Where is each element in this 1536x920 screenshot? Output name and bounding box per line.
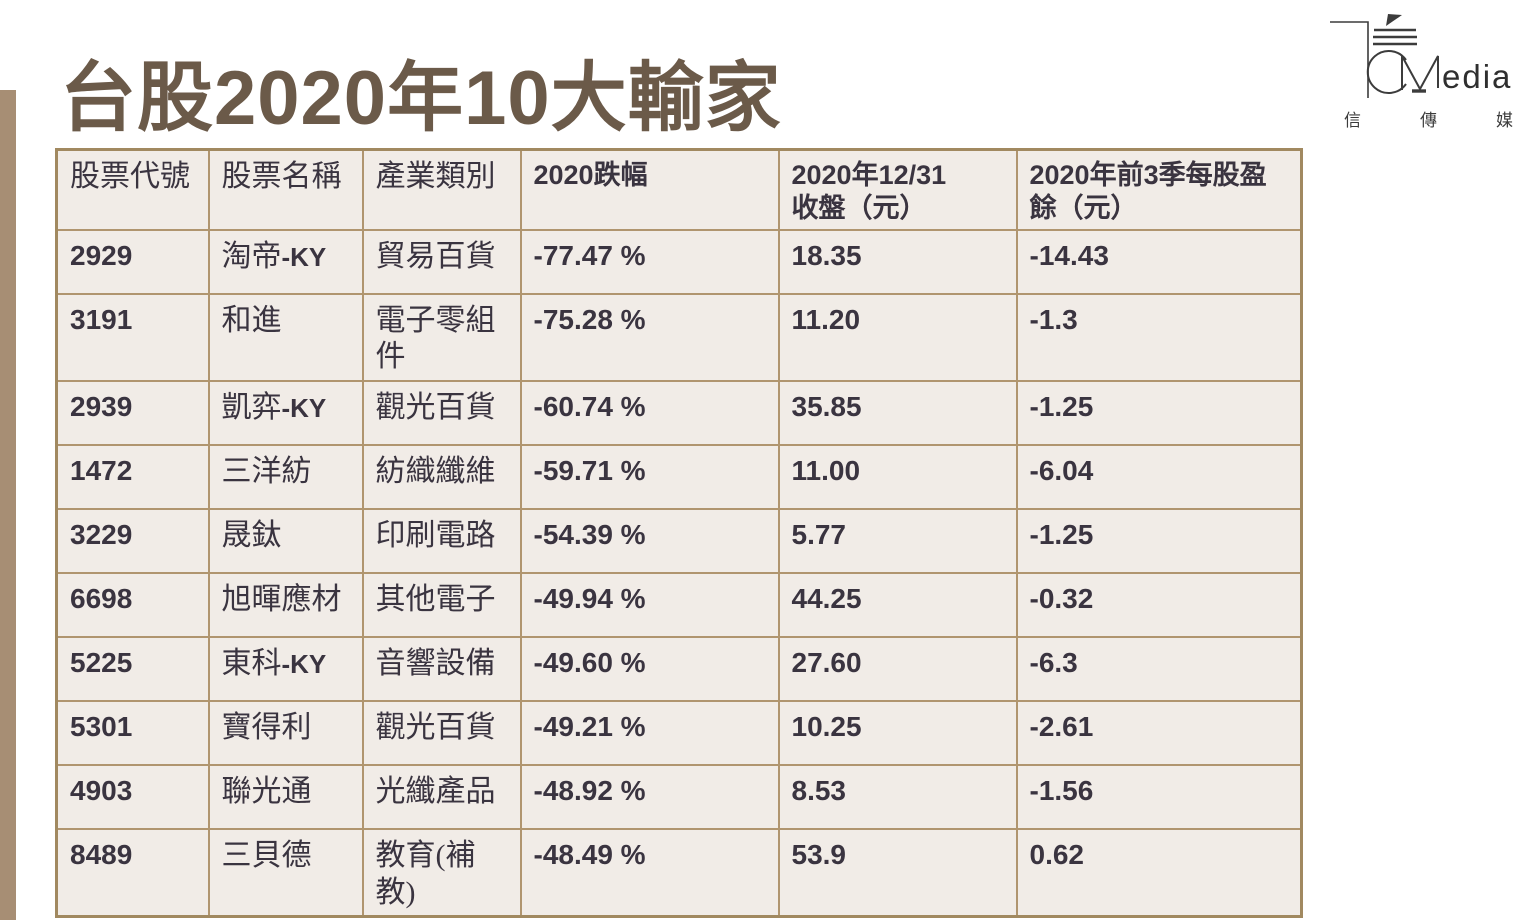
cell-close: 11.00 <box>777 444 1018 511</box>
cell-industry: 觀光百貨 <box>361 380 522 447</box>
cell-industry: 光纖產品 <box>361 764 522 831</box>
cell-close: 27.60 <box>777 636 1018 703</box>
cell-close: 53.9 <box>777 828 1018 918</box>
losers-table: 股票代號 股票名稱 產業類別 2020跌幅 2020年12/31 收盤（元） 2020年前… <box>55 148 1303 919</box>
table-row: 2939 凱弈-KY 觀光百貨 -60.74 % 35.85 -1.25 <box>55 380 1303 447</box>
cell-close: 35.85 <box>777 380 1018 447</box>
cell-code: 2929 <box>55 228 210 295</box>
cell-eps: -6.04 <box>1015 444 1303 511</box>
header-row: 股票代號 股票名稱 產業類別 2020跌幅 2020年12/31 收盤（元） 2020年前… <box>55 148 1303 231</box>
logo-media-text: edia <box>1442 58 1512 95</box>
cell-name: 東科-KY <box>207 636 364 703</box>
cell-eps: -1.3 <box>1015 292 1303 383</box>
cell-industry: 紡織纖維 <box>361 444 522 511</box>
cell-eps: 0.62 <box>1015 828 1303 918</box>
logo-flag <box>1386 14 1402 26</box>
cell-eps: -2.61 <box>1015 700 1303 767</box>
cell-drop: -77.47 % <box>519 228 780 295</box>
slide-accent-bar <box>0 90 16 920</box>
table-row: 4903 聯光通 光纖產品 -48.92 % 8.53 -1.56 <box>55 764 1303 831</box>
cell-eps: -14.43 <box>1015 228 1303 295</box>
cell-close: 11.20 <box>777 292 1018 383</box>
cell-name: 凱弈-KY <box>207 380 364 447</box>
table-row: 1472 三洋紡 紡織纖維 -59.71 % 11.00 -6.04 <box>55 444 1303 511</box>
column-header: 股票名稱 <box>207 148 364 231</box>
cell-drop: -48.49 % <box>519 828 780 918</box>
cell-name: 晟鈦 <box>207 508 364 575</box>
cell-code: 1472 <box>55 444 210 511</box>
cell-name: 三貝德 <box>207 828 364 918</box>
cell-industry: 貿易百貨 <box>361 228 522 295</box>
table-row: 6698 旭暉應材 其他電子 -49.94 % 44.25 -0.32 <box>55 572 1303 639</box>
cell-drop: -48.92 % <box>519 764 780 831</box>
cell-industry: 印刷電路 <box>361 508 522 575</box>
cell-drop: -54.39 % <box>519 508 780 575</box>
cell-close: 10.25 <box>777 700 1018 767</box>
logo-bracket <box>1330 21 1369 98</box>
cell-name: 旭暉應材 <box>207 572 364 639</box>
cell-drop: -75.28 % <box>519 292 780 383</box>
cell-code: 6698 <box>55 572 210 639</box>
column-header: 2020跌幅 <box>519 148 780 231</box>
cmedia-logo: edia 信傳媒 <box>1330 14 1532 130</box>
cell-drop: -49.21 % <box>519 700 780 767</box>
cell-drop: -49.60 % <box>519 636 780 703</box>
cell-industry: 教育(補教) <box>361 828 522 918</box>
cell-eps: -1.25 <box>1015 380 1303 447</box>
cell-code: 8489 <box>55 828 210 918</box>
table-row: 3191 和進 電子零組件 -75.28 % 11.20 -1.3 <box>55 292 1303 383</box>
page-title: 台股2020年10大輸家 <box>60 55 782 141</box>
cell-eps: -1.25 <box>1015 508 1303 575</box>
cell-close: 44.25 <box>777 572 1018 639</box>
cell-eps: -6.3 <box>1015 636 1303 703</box>
column-header: 產業類別 <box>361 148 522 231</box>
cell-code: 3191 <box>55 292 210 383</box>
cell-name: 三洋紡 <box>207 444 364 511</box>
cell-industry: 觀光百貨 <box>361 700 522 767</box>
cell-industry: 電子零組件 <box>361 292 522 383</box>
cell-eps: -1.56 <box>1015 764 1303 831</box>
cell-close: 18.35 <box>777 228 1018 295</box>
column-header: 2020年12/31 收盤（元） <box>777 148 1018 231</box>
cell-name: 淘帝-KY <box>207 228 364 295</box>
table-row: 2929 淘帝-KY 貿易百貨 -77.47 % 18.35 -14.43 <box>55 228 1303 295</box>
cell-drop: -60.74 % <box>519 380 780 447</box>
logo-m <box>1401 55 1439 92</box>
cell-eps: -0.32 <box>1015 572 1303 639</box>
cell-code: 5225 <box>55 636 210 703</box>
table-row: 3229 晟鈦 印刷電路 -54.39 % 5.77 -1.25 <box>55 508 1303 575</box>
table-row: 5225 東科-KY 音響設備 -49.60 % 27.60 -6.3 <box>55 636 1303 703</box>
cell-code: 5301 <box>55 700 210 767</box>
cell-name: 寶得利 <box>207 700 364 767</box>
cell-drop: -49.94 % <box>519 572 780 639</box>
table-body: 2929 淘帝-KY 貿易百貨 -77.47 % 18.35 -14.43 3191 和進 電子… <box>55 228 1303 918</box>
cell-close: 8.53 <box>777 764 1018 831</box>
cell-code: 2939 <box>55 380 210 447</box>
cell-drop: -59.71 % <box>519 444 780 511</box>
table-row: 5301 寶得利 觀光百貨 -49.21 % 10.25 -2.61 <box>55 700 1303 767</box>
cell-code: 4903 <box>55 764 210 831</box>
cell-industry: 音響設備 <box>361 636 522 703</box>
logo-chinese-name: 信傳媒 <box>1344 111 1532 130</box>
column-header: 股票代號 <box>55 148 210 231</box>
cell-name: 和進 <box>207 292 364 383</box>
table-row: 8489 三貝德 教育(補教) -48.49 % 53.9 0.62 <box>55 828 1303 918</box>
column-header: 2020年前3季每股盈餘（元） <box>1015 148 1303 231</box>
cell-industry: 其他電子 <box>361 572 522 639</box>
cell-name: 聯光通 <box>207 764 364 831</box>
logo-c <box>1366 50 1407 94</box>
cell-code: 3229 <box>55 508 210 575</box>
cell-close: 5.77 <box>777 508 1018 575</box>
